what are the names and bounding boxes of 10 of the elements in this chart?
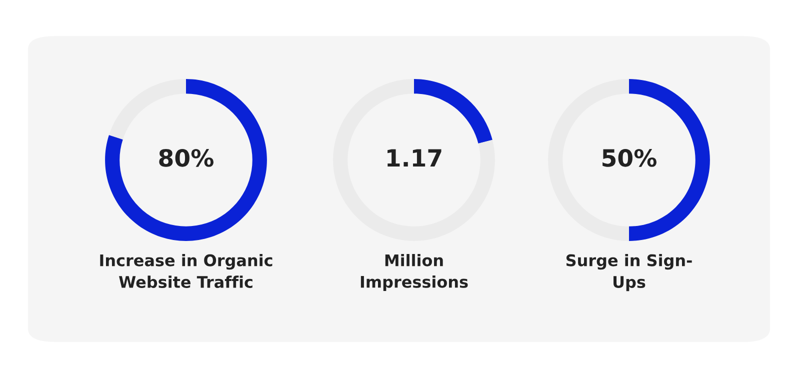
text: 1.17 [388, 149, 442, 167]
donut-slice [333, 79, 495, 241]
text: 50% [602, 148, 657, 167]
donut-slice [105, 79, 267, 241]
donut-slice [414, 79, 492, 144]
text: Increase in Organic Website Traffic [100, 254, 272, 288]
text: Surge in Sign- Ups [566, 254, 692, 292]
donut-slice [109, 79, 186, 140]
text: 80% [159, 148, 214, 167]
text: Million Impressions [360, 254, 468, 291]
